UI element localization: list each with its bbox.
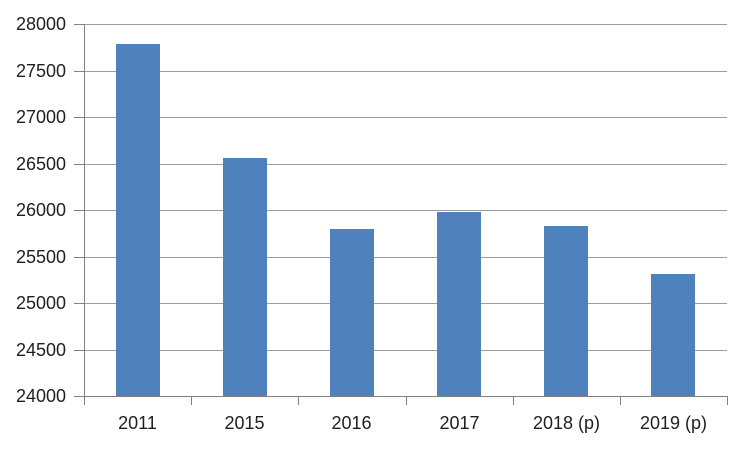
x-tick-4 <box>513 396 514 405</box>
x-tick-1 <box>191 396 192 405</box>
x-tick-0 <box>84 396 85 405</box>
bar-2018-p <box>544 226 588 396</box>
x-axis-label-2016: 2016 <box>331 413 372 433</box>
y-axis-label-26500: 26500 <box>15 154 66 174</box>
x-axis-label-2015: 2015 <box>224 413 265 433</box>
x-tick-2 <box>298 396 299 405</box>
x-axis-line <box>84 396 727 397</box>
y-tick-24000 <box>74 396 84 397</box>
y-axis-label-26000: 26000 <box>15 200 66 220</box>
bar-2015 <box>223 158 267 396</box>
y-tick-25500 <box>74 257 84 258</box>
x-tick-5 <box>620 396 621 405</box>
y-axis-label-27500: 27500 <box>15 61 66 81</box>
gridline-26500 <box>84 164 727 165</box>
bar-2019-p <box>651 274 695 396</box>
y-tick-27000 <box>74 117 84 118</box>
x-axis-label-2018-p: 2018 (p) <box>532 413 601 433</box>
gridline-26000 <box>84 210 727 211</box>
y-tick-24500 <box>74 350 84 351</box>
gridline-24500 <box>84 350 727 351</box>
bar-2017 <box>437 212 481 396</box>
y-tick-28000 <box>74 24 84 25</box>
gridline-25500 <box>84 257 727 258</box>
gridline-27000 <box>84 117 727 118</box>
y-axis-label-24500: 24500 <box>15 340 66 360</box>
x-tick-3 <box>406 396 407 405</box>
gridline-27500 <box>84 71 727 72</box>
y-axis-label-25000: 25000 <box>15 293 66 313</box>
y-tick-26500 <box>74 164 84 165</box>
y-tick-25000 <box>74 303 84 304</box>
x-axis-label-2017: 2017 <box>439 413 480 433</box>
x-tick-6 <box>727 396 728 405</box>
y-axis-label-25500: 25500 <box>15 247 66 267</box>
bar-2011 <box>116 44 160 396</box>
y-tick-27500 <box>74 71 84 72</box>
y-axis-label-28000: 28000 <box>15 14 66 34</box>
x-axis-label-2019-p: 2019 (p) <box>639 413 708 433</box>
x-axis-label-2011: 2011 <box>118 413 157 433</box>
gridline-25000 <box>84 303 727 304</box>
bar-2016 <box>330 229 374 396</box>
y-axis-label-24000: 24000 <box>15 386 66 406</box>
gridline-28000 <box>84 24 727 25</box>
y-axis-label-27000: 27000 <box>15 107 66 127</box>
y-tick-26000 <box>74 210 84 211</box>
y-axis-line <box>84 24 85 396</box>
